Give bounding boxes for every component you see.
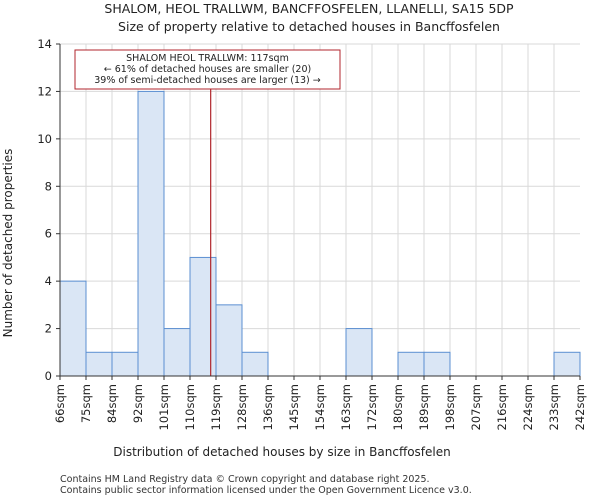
x-tick-label-14: 189sqm (417, 384, 431, 430)
bars (59, 90, 581, 377)
bar-0 (59, 280, 87, 377)
bar-6 (215, 304, 243, 377)
x-tick-label-20: 242sqm (573, 384, 587, 430)
bar-4 (163, 328, 191, 377)
x-tick-label-8: 136sqm (261, 384, 275, 430)
y-tick-label-7: 14 (37, 37, 52, 51)
y-axis-label: Number of detached properties (1, 149, 15, 338)
y-tick-label-2: 4 (45, 274, 52, 288)
bar-2 (111, 351, 139, 377)
x-tick-label-19: 233sqm (547, 384, 561, 430)
footer-copyright: Contains HM Land Registry data © Crown c… (60, 474, 430, 485)
bar-14 (423, 351, 451, 377)
annotation-box: SHALOM HEOL TRALLWM: 117sqm ← 61% of det… (74, 49, 341, 90)
x-tick-label-3: 92sqm (131, 384, 145, 423)
x-tick-label-15: 198sqm (443, 384, 457, 430)
x-tick-label-7: 128sqm (235, 384, 249, 430)
x-tick-label-4: 101sqm (157, 384, 171, 430)
x-tick-label-6: 119sqm (209, 384, 223, 430)
bar-5 (189, 256, 217, 377)
bar-3 (137, 90, 165, 377)
x-tick-label-10: 154sqm (313, 384, 327, 430)
x-tick-label-1: 75sqm (79, 384, 93, 423)
x-tick-label-9: 145sqm (287, 384, 301, 430)
footer-licence: Contains public sector information licen… (60, 485, 472, 496)
bar-11 (345, 328, 373, 377)
y-tick-label-6: 12 (37, 84, 52, 98)
chart-subtitle: Size of property relative to detached ho… (118, 19, 500, 34)
annotation-line-1: SHALOM HEOL TRALLWM: 117sqm (126, 53, 289, 64)
annotation-border (74, 49, 341, 90)
y-tick-label-4: 8 (45, 179, 52, 193)
y-tick-label-1: 2 (45, 322, 52, 336)
axes (56, 43, 581, 380)
annotation-line-2: ← 61% of detached houses are smaller (20… (104, 64, 311, 75)
x-tick-label-0: 66sqm (53, 384, 67, 423)
x-tick-label-17: 216sqm (495, 384, 509, 430)
y-tick-label-3: 6 (45, 227, 52, 241)
bar-13 (397, 351, 425, 377)
x-tick-labels: 66sqm 75sqm 84sqm 92sqm 101sqm 110sqm 119sqm 12… (53, 384, 587, 430)
y-tick-label-0: 0 (45, 369, 52, 383)
x-axis-label: Distribution of detached houses by size … (113, 445, 450, 459)
y-tick-label-5: 10 (37, 132, 52, 146)
x-tick-label-5: 110sqm (183, 384, 197, 430)
x-tick-label-11: 163sqm (339, 384, 353, 430)
bar-7 (241, 351, 269, 377)
chart-title: SHALOM, HEOL TRALLWM, BANCFFOSFELEN, LLA… (104, 1, 514, 16)
x-tick-label-18: 224sqm (521, 384, 535, 430)
x-tick-label-16: 207sqm (469, 384, 483, 430)
histogram-chart: SHALOM, HEOL TRALLWM, BANCFFOSFELEN, LLA… (1, 1, 587, 459)
x-tick-label-13: 180sqm (391, 384, 405, 430)
y-tick-labels: 0 2 4 6 8 10 12 14 (37, 37, 52, 383)
x-tick-label-2: 84sqm (105, 384, 119, 423)
annotation-line-3: 39% of semi-detached houses are larger (… (94, 75, 321, 86)
bar-1 (85, 351, 113, 377)
bar-19 (553, 351, 581, 377)
x-tick-label-12: 172sqm (365, 384, 379, 430)
